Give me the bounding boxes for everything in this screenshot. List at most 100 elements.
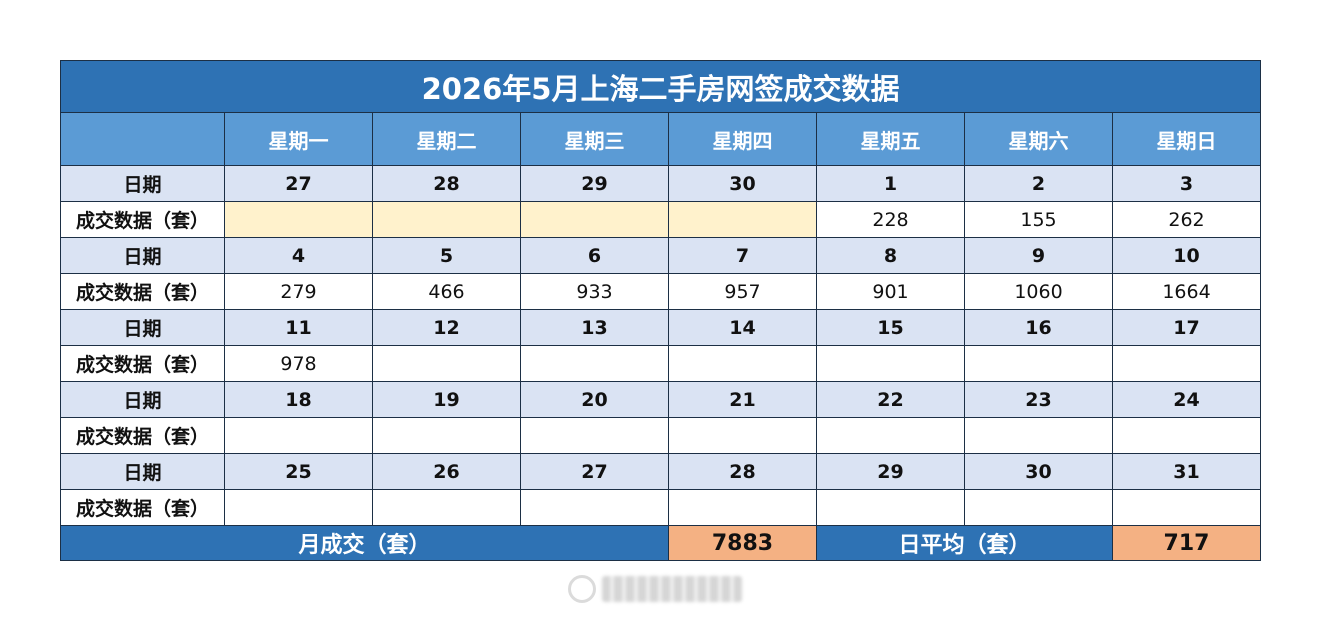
count-cell	[224, 489, 373, 526]
count-row: 成交数据（套） 978	[60, 345, 1262, 382]
date-cell: 4	[224, 237, 373, 274]
date-cell: 28	[372, 165, 521, 202]
date-cell: 26	[372, 453, 521, 490]
count-cell	[520, 489, 669, 526]
count-cell: 155	[964, 201, 1113, 238]
count-cell	[964, 417, 1113, 454]
count-cell: 933	[520, 273, 669, 310]
date-cell: 23	[964, 381, 1113, 418]
daily-average-label: 日平均（套）	[816, 525, 1113, 561]
date-row-label: 日期	[60, 453, 225, 490]
date-cell: 29	[520, 165, 669, 202]
count-cell	[816, 489, 965, 526]
date-cell: 30	[668, 165, 817, 202]
date-cell: 10	[1111, 237, 1262, 274]
header-corner-cell	[60, 112, 225, 166]
count-cell: 262	[1111, 201, 1262, 238]
date-cell: 1	[816, 165, 965, 202]
weekday-header-row: 星期一 星期二 星期三 星期四 星期五 星期六 星期日	[60, 112, 1262, 166]
date-cell: 30	[964, 453, 1113, 490]
date-cell: 16	[964, 309, 1113, 346]
date-cell: 8	[816, 237, 965, 274]
count-cell: 901	[816, 273, 965, 310]
count-row-label: 成交数据（套）	[60, 273, 225, 310]
count-cell	[1111, 345, 1262, 382]
count-cell: 1060	[964, 273, 1113, 310]
count-cell: 957	[668, 273, 817, 310]
count-cell	[816, 345, 965, 382]
date-cell: 29	[816, 453, 965, 490]
date-row: 日期 18 19 20 21 22 23 24	[60, 381, 1262, 418]
count-cell	[372, 345, 521, 382]
count-row: 成交数据（套） 228 155 262	[60, 201, 1262, 238]
date-row: 日期 27 28 29 30 1 2 3	[60, 165, 1262, 202]
count-cell: 466	[372, 273, 521, 310]
count-cell	[520, 417, 669, 454]
date-cell: 27	[520, 453, 669, 490]
daily-average-value: 717	[1111, 525, 1262, 561]
date-cell: 9	[964, 237, 1113, 274]
date-cell: 21	[668, 381, 817, 418]
count-cell	[520, 345, 669, 382]
date-cell: 14	[668, 309, 817, 346]
weekday-header: 星期三	[520, 112, 669, 166]
count-cell	[964, 345, 1113, 382]
count-cell: 228	[816, 201, 965, 238]
count-cell: 279	[224, 273, 373, 310]
count-row-label: 成交数据（套）	[60, 345, 225, 382]
count-cell	[816, 417, 965, 454]
count-cell	[224, 201, 373, 238]
count-row: 成交数据（套） 279 466 933 957 901 1060 1664	[60, 273, 1262, 310]
count-cell	[372, 201, 521, 238]
date-row-label: 日期	[60, 165, 225, 202]
date-cell: 25	[224, 453, 373, 490]
date-cell: 3	[1111, 165, 1262, 202]
count-row-label: 成交数据（套）	[60, 201, 225, 238]
date-cell: 2	[964, 165, 1113, 202]
count-cell	[668, 489, 817, 526]
weekday-header: 星期二	[372, 112, 521, 166]
weekday-header: 星期日	[1111, 112, 1262, 166]
count-cell	[668, 345, 817, 382]
date-cell: 7	[668, 237, 817, 274]
weekday-header: 星期一	[224, 112, 373, 166]
date-cell: 17	[1111, 309, 1262, 346]
date-cell: 12	[372, 309, 521, 346]
count-row-label: 成交数据（套）	[60, 417, 225, 454]
date-row: 日期 11 12 13 14 15 16 17	[60, 309, 1262, 346]
date-cell: 18	[224, 381, 373, 418]
weekday-header: 星期四	[668, 112, 817, 166]
count-cell: 1664	[1111, 273, 1262, 310]
monthly-total-label: 月成交（套）	[60, 525, 669, 561]
count-row-label: 成交数据（套）	[60, 489, 225, 526]
date-cell: 6	[520, 237, 669, 274]
date-cell: 20	[520, 381, 669, 418]
date-cell: 5	[372, 237, 521, 274]
date-row: 日期 25 26 27 28 29 30 31	[60, 453, 1262, 490]
transaction-table: 2026年5月上海二手房网签成交数据 星期一 星期二 星期三 星期四 星期五 星…	[59, 60, 1262, 561]
count-cell	[964, 489, 1113, 526]
count-cell	[372, 417, 521, 454]
watermark-text-blurred	[602, 576, 742, 602]
weekday-header: 星期六	[964, 112, 1113, 166]
count-row: 成交数据（套）	[60, 417, 1262, 454]
date-cell: 13	[520, 309, 669, 346]
date-cell: 28	[668, 453, 817, 490]
date-cell: 24	[1111, 381, 1262, 418]
count-cell	[224, 417, 373, 454]
table-title: 2026年5月上海二手房网签成交数据	[59, 60, 1262, 113]
date-cell: 19	[372, 381, 521, 418]
summary-row: 月成交（套） 7883 日平均（套） 717	[60, 525, 1262, 561]
date-cell: 31	[1111, 453, 1262, 490]
count-cell	[372, 489, 521, 526]
count-cell	[1111, 417, 1262, 454]
count-cell	[668, 201, 817, 238]
date-cell: 15	[816, 309, 965, 346]
count-cell: 978	[224, 345, 373, 382]
date-row-label: 日期	[60, 237, 225, 274]
date-cell: 22	[816, 381, 965, 418]
date-row-label: 日期	[60, 309, 225, 346]
count-cell	[668, 417, 817, 454]
watermark-logo-icon	[568, 575, 596, 603]
monthly-total-value: 7883	[668, 525, 817, 561]
